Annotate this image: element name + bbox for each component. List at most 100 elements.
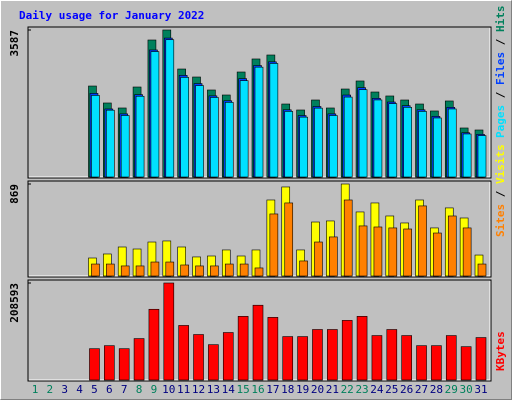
chart-title: Daily usage for January 2022: [19, 9, 204, 22]
bar: [150, 261, 160, 277]
bar: [165, 261, 175, 277]
bar: [341, 320, 353, 381]
bar: [222, 332, 234, 381]
x-tick-label: 15: [237, 383, 250, 396]
x-tick-label: 10: [162, 383, 175, 396]
legend-entry: Pages: [494, 105, 507, 138]
x-tick-label: 20: [311, 383, 324, 396]
x-tick-label: 25: [385, 383, 398, 396]
bar: [210, 265, 219, 277]
bar: [224, 102, 234, 178]
legend-separator: /: [494, 32, 507, 52]
bar: [418, 111, 427, 178]
bar: [477, 263, 487, 277]
legend-entry: KBytes: [494, 331, 507, 371]
bar: [329, 115, 338, 178]
legend: Sites / Visits: [494, 144, 507, 237]
bar: [343, 96, 353, 178]
x-tick-label: 30: [460, 383, 473, 396]
bar: [180, 264, 189, 277]
y-tick-label: 3587: [8, 30, 21, 57]
x-tick-label: 6: [106, 383, 113, 396]
bar: [477, 135, 487, 178]
y-tick-label: 869: [8, 184, 21, 204]
x-tick-label: 7: [121, 383, 128, 396]
bar: [282, 336, 294, 381]
bar: [462, 133, 472, 178]
bar: [299, 260, 308, 277]
x-tick-label: 11: [177, 383, 190, 396]
bar: [208, 344, 219, 381]
bar: [373, 99, 383, 178]
bar: [403, 107, 412, 178]
x-tick-label: 29: [445, 383, 458, 396]
bar: [358, 225, 368, 277]
bar: [447, 108, 457, 178]
x-tick-label: 12: [192, 383, 205, 396]
legend: KBytes: [494, 331, 507, 371]
bar: [312, 329, 323, 381]
bar: [356, 316, 368, 381]
bar: [91, 95, 100, 178]
x-tick-label: 31: [474, 383, 487, 396]
bar: [210, 97, 219, 178]
bar: [135, 265, 145, 277]
bar: [118, 348, 130, 381]
bar: [314, 241, 323, 277]
bar: [135, 95, 145, 178]
bar: [195, 265, 204, 277]
x-tick-label: 27: [415, 383, 428, 396]
bar: [327, 329, 338, 381]
x-tick-label: 9: [151, 383, 158, 396]
x-tick-label: 1: [32, 383, 39, 396]
bar: [462, 227, 472, 277]
legend-entry: Sites: [494, 204, 507, 237]
x-tick-label: 16: [251, 383, 264, 396]
bar: [447, 215, 457, 277]
bar: [252, 304, 264, 381]
bar: [120, 265, 130, 277]
legend: Pages / Files / Hits: [494, 6, 507, 139]
bar: [386, 329, 398, 381]
bar: [148, 308, 160, 381]
x-tick-label: 17: [266, 383, 279, 396]
bar: [343, 199, 353, 277]
x-tick-label: 5: [91, 383, 98, 396]
x-tick-label: 22: [341, 383, 354, 396]
bar: [329, 236, 338, 277]
bar: [106, 263, 115, 277]
bar: [150, 51, 160, 178]
x-tick-label: 24: [370, 383, 384, 396]
bar: [314, 107, 323, 178]
bar: [224, 263, 234, 277]
bar: [416, 345, 427, 381]
x-tick-label: 3: [61, 383, 68, 396]
x-tick-label: 18: [281, 383, 294, 396]
y-tick-label: 208593: [8, 283, 21, 323]
bar: [433, 117, 442, 178]
bar: [388, 103, 398, 178]
x-tick-label: 23: [355, 383, 368, 396]
bar: [239, 263, 249, 277]
bar: [195, 85, 204, 178]
bar: [445, 335, 457, 381]
bar: [180, 77, 189, 178]
x-tick-label: 2: [47, 383, 54, 396]
legend-entry: Visits: [494, 144, 507, 184]
bar: [120, 115, 130, 178]
legend-entry: Files: [494, 52, 507, 85]
bar: [284, 111, 294, 178]
x-tick-label: 8: [136, 383, 143, 396]
legend-separator: /: [494, 85, 507, 105]
bar: [89, 348, 100, 381]
bar: [433, 232, 442, 277]
bar: [106, 109, 115, 178]
bar: [104, 345, 115, 381]
bar: [178, 325, 189, 381]
bar: [269, 213, 279, 277]
bar: [460, 346, 472, 381]
bar: [254, 267, 264, 277]
bar: [388, 227, 398, 277]
